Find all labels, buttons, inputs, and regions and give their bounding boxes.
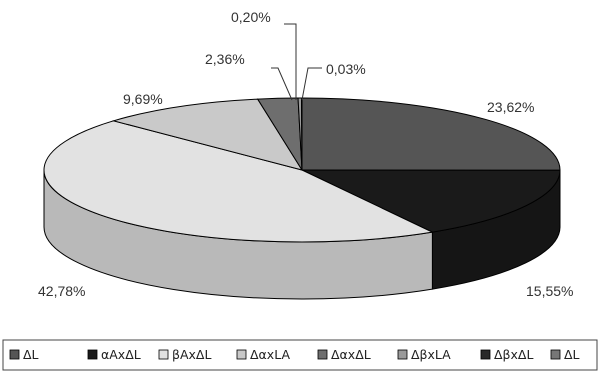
value-label-4: 9,69% bbox=[123, 91, 163, 107]
pie-slice-2 bbox=[301, 169, 561, 233]
legend-swatch-3 bbox=[158, 349, 169, 360]
value-label-2: 15,55% bbox=[526, 283, 573, 299]
pie-slice-7 bbox=[300, 97, 303, 171]
legend-swatch-8 bbox=[550, 349, 561, 360]
legend-swatch-7 bbox=[480, 349, 491, 360]
legend-swatch-1 bbox=[9, 349, 20, 360]
pie-value-labels: 23,62% 15,55% 42,78% 9,69% 2,36% 0,20% 0,03% bbox=[38, 9, 573, 299]
pie-slice-4 bbox=[111, 98, 304, 171]
legend-swatch-4 bbox=[236, 349, 247, 360]
pie-leader-lines bbox=[271, 23, 322, 101]
value-label-7: 0,03% bbox=[326, 61, 366, 77]
legend-label-7: ΔβxΔL bbox=[494, 347, 533, 362]
legend-swatch-6 bbox=[397, 349, 408, 360]
legend-label-6: ΔβxLA bbox=[411, 347, 451, 362]
legend-frame bbox=[2, 339, 598, 371]
legend: ΔL αAxΔL βAxΔL ΔαxLA ΔαxΔL ΔβxLA ΔβxΔL ΔL bbox=[2, 339, 598, 371]
leader-line-3 bbox=[301, 67, 322, 101]
pie-slice-3 bbox=[43, 120, 435, 243]
legend-swatch-5 bbox=[317, 349, 328, 360]
value-label-1: 23,62% bbox=[487, 99, 534, 115]
leader-line-2 bbox=[284, 23, 297, 100]
leader-line-1 bbox=[271, 67, 293, 101]
legend-label-2: αAxΔL bbox=[101, 347, 141, 362]
legend-swatch-2 bbox=[87, 349, 98, 360]
legend-label-5: ΔαxΔL bbox=[331, 347, 371, 362]
legend-label-8: ΔL bbox=[564, 347, 580, 362]
value-label-5: 2,36% bbox=[205, 51, 245, 67]
value-label-3: 42,78% bbox=[38, 283, 85, 299]
legend-label-1: ΔL bbox=[23, 347, 39, 362]
pie-slice-1 bbox=[301, 97, 561, 171]
pie-top-faces bbox=[43, 97, 561, 243]
legend-label-4: ΔαxLA bbox=[250, 347, 290, 362]
legend-label-3: βAxΔL bbox=[172, 347, 211, 362]
value-label-6: 0,20% bbox=[231, 9, 271, 25]
